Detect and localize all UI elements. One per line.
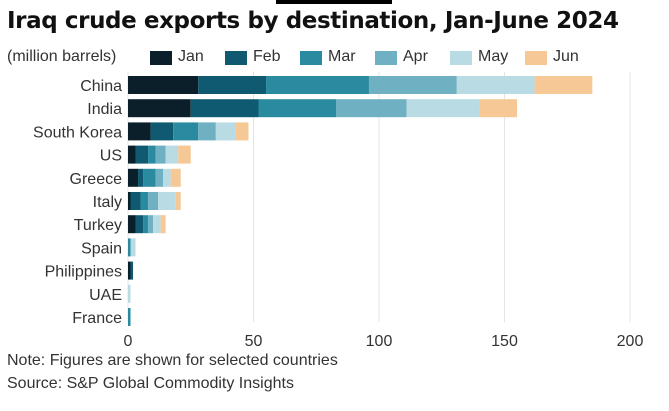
bar-segment: [198, 122, 216, 141]
bar-segment: [165, 145, 179, 164]
legend-swatch: [225, 51, 247, 65]
bar-segment: [130, 192, 141, 210]
legend-swatch: [375, 51, 397, 65]
bar-segment: [406, 99, 480, 118]
legend-label: Apr: [403, 48, 428, 65]
footnote: Note: Figures are shown for selected cou…: [7, 352, 338, 369]
x-tick-label: 0: [124, 333, 133, 350]
bar-segment: [148, 145, 156, 164]
legend-label: Jun: [553, 48, 579, 65]
bar-segment: [143, 215, 149, 234]
bar-segment: [173, 122, 199, 141]
bar-segment: [235, 122, 249, 141]
bar-segment: [148, 215, 154, 234]
bar-segment: [479, 99, 518, 118]
category-label: US: [100, 148, 122, 165]
bar-segment: [128, 238, 131, 257]
bar-segment: [158, 192, 176, 210]
bar-segment: [128, 215, 136, 234]
bar-segment: [140, 192, 149, 210]
bar-segment: [128, 122, 151, 141]
top-decoration-bar: [276, 0, 392, 4]
legend-swatch: [525, 51, 547, 65]
bar-segment: [175, 192, 181, 210]
legend-label: Mar: [328, 48, 356, 65]
category-label: South Korea: [33, 124, 122, 141]
bar-segment: [128, 168, 139, 187]
bar-segment: [128, 192, 131, 210]
unit-label: (million barrels): [7, 48, 117, 65]
category-label: UAE: [89, 287, 122, 304]
bar-segment: [534, 76, 593, 94]
x-tick-label: 150: [491, 333, 518, 350]
bar-segment: [266, 76, 369, 94]
category-label: Turkey: [74, 217, 122, 234]
x-tick-label: 200: [617, 333, 644, 350]
legend-label: May: [478, 48, 509, 65]
bar-segment: [456, 76, 535, 94]
chart-title: Iraq crude exports by destination, Jan-J…: [7, 8, 619, 34]
legend-label: Feb: [253, 48, 281, 65]
bar-segment: [128, 76, 199, 94]
bar-segment: [130, 261, 134, 280]
bar-segment: [138, 168, 144, 187]
bar-segment: [153, 215, 161, 234]
bar-segment: [198, 76, 267, 94]
bar-segment: [135, 145, 149, 164]
bar-segment: [128, 261, 131, 280]
category-label: Philippines: [45, 264, 122, 281]
x-tick-label: 100: [366, 333, 393, 350]
bar-segment: [128, 99, 191, 118]
legend-swatch: [300, 51, 322, 65]
bar-segment: [130, 238, 136, 257]
legend-swatch: [450, 51, 472, 65]
bar-segment: [143, 168, 156, 187]
bar-segment: [128, 284, 131, 303]
bar-segment: [368, 76, 457, 94]
bar-segment: [135, 215, 144, 234]
legend-swatch: [150, 51, 172, 65]
bar-segment: [148, 192, 159, 210]
bar-segment: [128, 308, 131, 326]
bar-segment: [170, 168, 181, 187]
bar-segment: [190, 99, 259, 118]
x-tick-label: 50: [245, 333, 263, 350]
bar-segment: [258, 99, 337, 118]
bar-segment: [215, 122, 236, 141]
category-label: France: [72, 310, 122, 327]
bar-segment: [150, 122, 174, 141]
category-label: Greece: [70, 171, 123, 188]
category-label: India: [87, 101, 122, 118]
bar-segment: [163, 168, 171, 187]
source-credit: Source: S&P Global Commodity Insights: [7, 375, 294, 392]
bar-segment: [155, 145, 166, 164]
bar-segment: [336, 99, 407, 118]
legend: (million barrels) Jan Feb Mar Apr May Ju…: [7, 48, 667, 70]
bar-segment: [155, 168, 164, 187]
bar-segment: [178, 145, 191, 164]
legend-label: Jan: [178, 48, 204, 65]
category-label: Spain: [81, 240, 122, 257]
bar-segment: [128, 145, 136, 164]
stacked-bar-chart: China India South Korea US Greece Italy Turkey…: [33, 72, 644, 350]
category-label: Italy: [93, 194, 122, 211]
category-label: China: [80, 78, 122, 95]
bar-segment: [160, 215, 166, 234]
